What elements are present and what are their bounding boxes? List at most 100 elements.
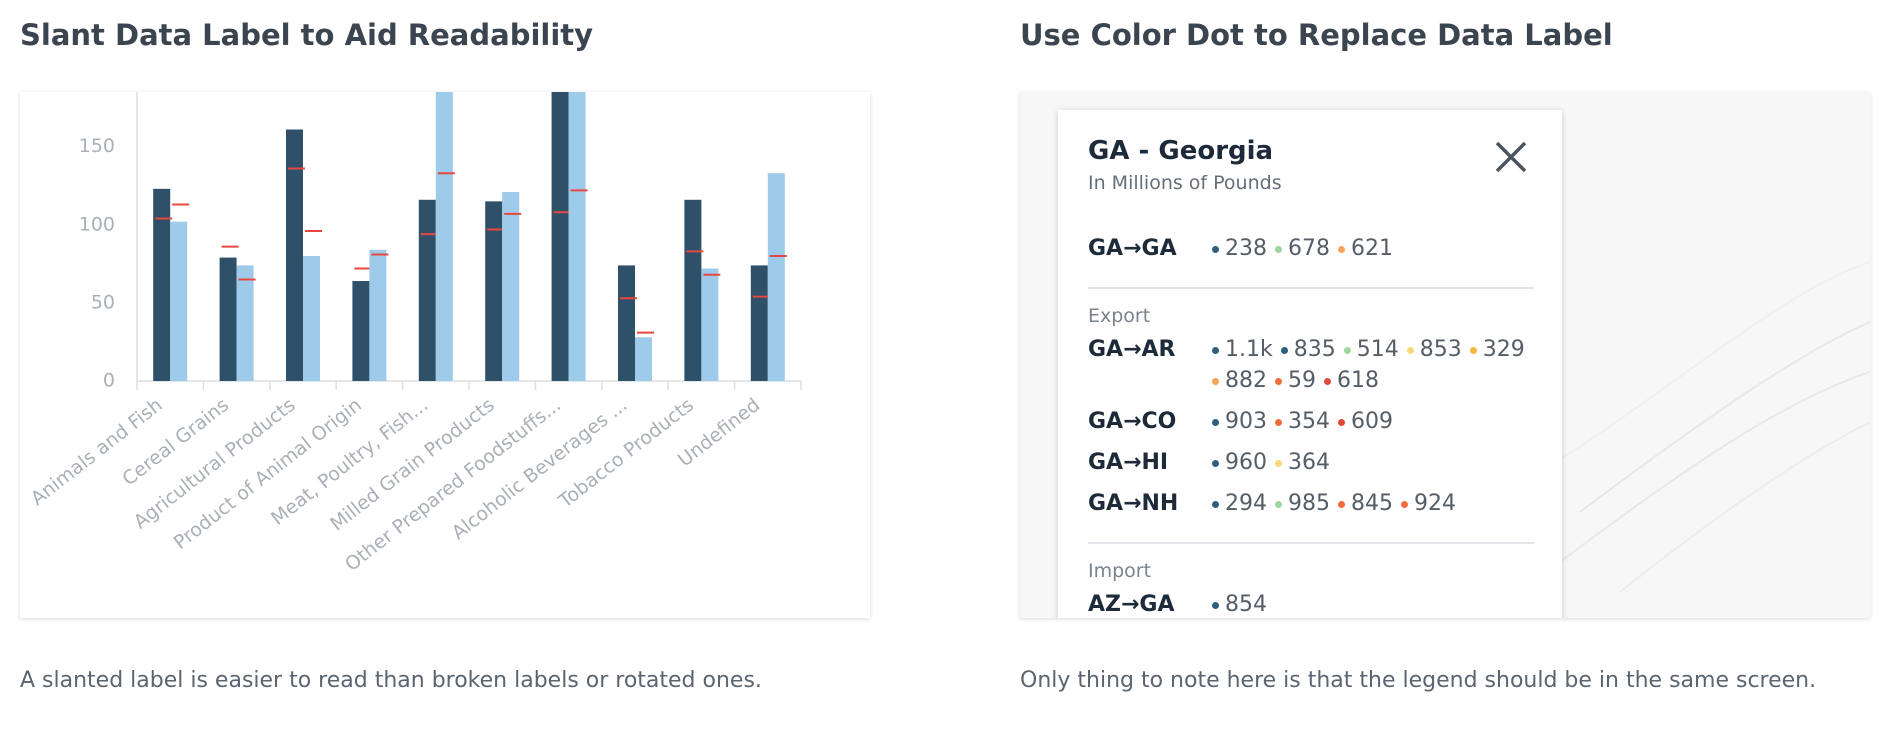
panel-title: Slant Data Label to Aid Readability (20, 18, 594, 52)
close-button[interactable] (1494, 140, 1528, 174)
value-text: 364 (1288, 450, 1330, 475)
bar (618, 265, 635, 381)
value-text: 985 (1288, 491, 1330, 516)
flow-value: 924 (1401, 491, 1456, 516)
color-dot (1275, 418, 1282, 426)
value-text: 329 (1482, 337, 1525, 362)
caption: Only thing to note here is that the lege… (1020, 668, 1817, 693)
flow-value: 238 (1212, 236, 1267, 261)
bar (352, 281, 370, 381)
flow-values: 294 985 845 924 (1212, 491, 1534, 516)
color-dot (1275, 500, 1282, 508)
value-text: 678 (1288, 236, 1330, 261)
value-text: 1.1k (1225, 337, 1273, 362)
color-dot (1401, 500, 1408, 508)
flow-row: GA→GA 238 678 621 (1088, 236, 1534, 261)
flow-label: GA→AR (1088, 337, 1176, 362)
flow-value: 621 (1338, 236, 1393, 261)
popup-sections: GA→GA 238 678 621 Export GA→AR 1.1k 835 514 853 32… (1088, 218, 1534, 618)
flow-label: AZ→GA (1088, 592, 1175, 617)
flow-value: 960 (1212, 450, 1267, 475)
section-heading: Export (1088, 305, 1151, 327)
value-text: 853 (1419, 337, 1462, 362)
flow-value: 364 (1275, 450, 1330, 475)
color-dot (1406, 346, 1414, 354)
caption: A slanted label is easier to read than b… (20, 668, 762, 693)
flow-row: GA→CO 903 354 609 (1088, 409, 1534, 434)
color-dot (1338, 418, 1345, 426)
popup-section: Import AZ→GA 854 (1088, 544, 1534, 618)
bar (153, 188, 171, 381)
value-text: 354 (1288, 409, 1330, 434)
flow-value: 835 (1280, 337, 1336, 362)
popup-section: GA→GA 238 678 621 (1088, 218, 1534, 289)
value-text: 59 (1288, 368, 1316, 393)
flow-label: GA→NH (1088, 491, 1179, 516)
value-text: 924 (1414, 491, 1456, 516)
color-dot (1212, 418, 1219, 426)
bar (750, 265, 768, 381)
flow-row: GA→HI 960 364 (1088, 450, 1534, 475)
value-text: 854 (1225, 592, 1267, 617)
y-tick-label: 0 (103, 370, 115, 392)
flow-value: 845 (1338, 491, 1393, 516)
color-dot (1343, 346, 1351, 354)
bar (303, 256, 320, 381)
value-text: 238 (1225, 236, 1267, 261)
popup-subtitle: In Millions of Pounds (1088, 172, 1282, 194)
color-dot (1212, 346, 1219, 354)
bar (219, 257, 237, 381)
bar (369, 249, 387, 381)
color-dot (1338, 245, 1345, 253)
value-text: 835 (1293, 337, 1336, 362)
bar (684, 199, 702, 381)
flow-value: 329 (1469, 337, 1525, 362)
value-text: 960 (1225, 450, 1267, 475)
value-text: 294 (1225, 491, 1267, 516)
y-tick-label: 50 (91, 291, 115, 313)
value-text: 609 (1351, 409, 1393, 434)
color-dot (1212, 459, 1219, 467)
map-card: GA - Georgia In Millions of Pounds GA→GA… (1020, 92, 1870, 618)
flow-value: 853 (1406, 337, 1462, 362)
color-dot (1275, 245, 1282, 253)
value-text: 621 (1351, 236, 1393, 261)
flow-value: 618 (1324, 368, 1379, 393)
flow-values: 854 (1212, 592, 1534, 617)
flow-values: 238 678 621 (1212, 236, 1534, 261)
flow-row: GA→NH 294 985 845 924 (1088, 491, 1534, 516)
color-dot (1212, 377, 1219, 385)
flow-label: GA→GA (1088, 236, 1177, 261)
bar (236, 265, 254, 381)
flow-values: 960 364 (1212, 450, 1534, 475)
popup-title: GA - Georgia (1088, 136, 1274, 166)
color-dot (1324, 377, 1331, 385)
flow-value: 609 (1338, 409, 1393, 434)
value-text: 514 (1356, 337, 1399, 362)
bar (767, 173, 785, 381)
flow-row: AZ→GA 854 (1088, 592, 1534, 617)
value-text: 845 (1351, 491, 1393, 516)
flow-value: 903 (1212, 409, 1267, 434)
y-tick-label: 150 (79, 135, 115, 157)
bar (418, 199, 436, 381)
flow-values: 1.1k 835 514 853 329 882 59 618 (1212, 337, 1534, 393)
bar (286, 129, 303, 381)
panel-title: Use Color Dot to Replace Data Label (1020, 18, 1613, 52)
y-tick-label: 100 (79, 213, 115, 235)
chart-card: 0 50 100 150 Animals and Fish Cereal Grains Ag… (20, 92, 870, 618)
flow-values: 903 354 609 (1212, 409, 1534, 434)
flow-label: GA→CO (1088, 409, 1177, 434)
flow-label: GA→HI (1088, 450, 1169, 475)
flow-value: 854 (1212, 592, 1267, 617)
bar (701, 268, 719, 381)
bar (435, 92, 453, 382)
bar (485, 201, 503, 381)
color-dot (1275, 459, 1282, 467)
flow-value: 514 (1343, 337, 1399, 362)
popup-section: Export GA→AR 1.1k 835 514 853 329 882 59 618 GA→CO… (1088, 289, 1534, 544)
color-dot (1212, 245, 1219, 253)
value-text: 882 (1225, 368, 1267, 393)
flow-value: 678 (1275, 236, 1330, 261)
